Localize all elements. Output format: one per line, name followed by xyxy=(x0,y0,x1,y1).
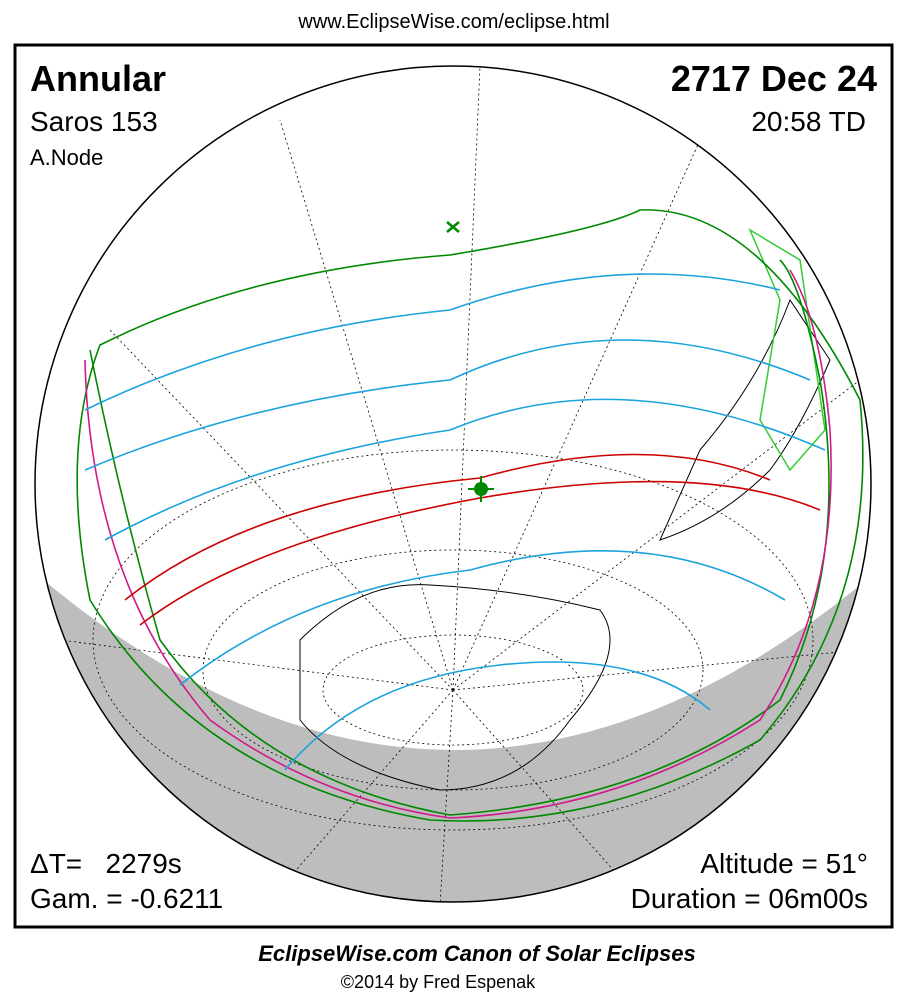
date: 2717 Dec 24 xyxy=(671,58,877,99)
frame xyxy=(13,43,894,929)
gamma: Gam. = -0.6211 xyxy=(30,883,223,914)
delta-t: ΔT= 2279s xyxy=(30,848,182,879)
globe-outline xyxy=(34,65,872,903)
eclipse-type: Annular xyxy=(30,58,166,99)
node: A.Node xyxy=(30,145,103,170)
saros: Saros 153 xyxy=(30,106,158,137)
night-shadow xyxy=(35,560,871,902)
time: 20:58 TD xyxy=(751,106,866,137)
antarctica xyxy=(299,584,611,791)
footer-credit: ©2014 by Fred Espenak xyxy=(341,972,536,992)
footer-title: EclipseWise.com Canon of Solar Eclipses xyxy=(258,941,696,966)
eclipse-paths xyxy=(76,209,864,822)
land-outline xyxy=(748,228,826,472)
url: www.EclipseWise.com/eclipse.html xyxy=(297,11,609,33)
pole-marker xyxy=(446,221,460,233)
landmass xyxy=(659,298,831,541)
graticule xyxy=(59,66,861,902)
greatest-eclipse-cross xyxy=(468,476,494,502)
globe xyxy=(35,66,871,902)
duration: Duration = 06m00s xyxy=(631,883,868,914)
altitude: Altitude = 51° xyxy=(700,848,868,879)
